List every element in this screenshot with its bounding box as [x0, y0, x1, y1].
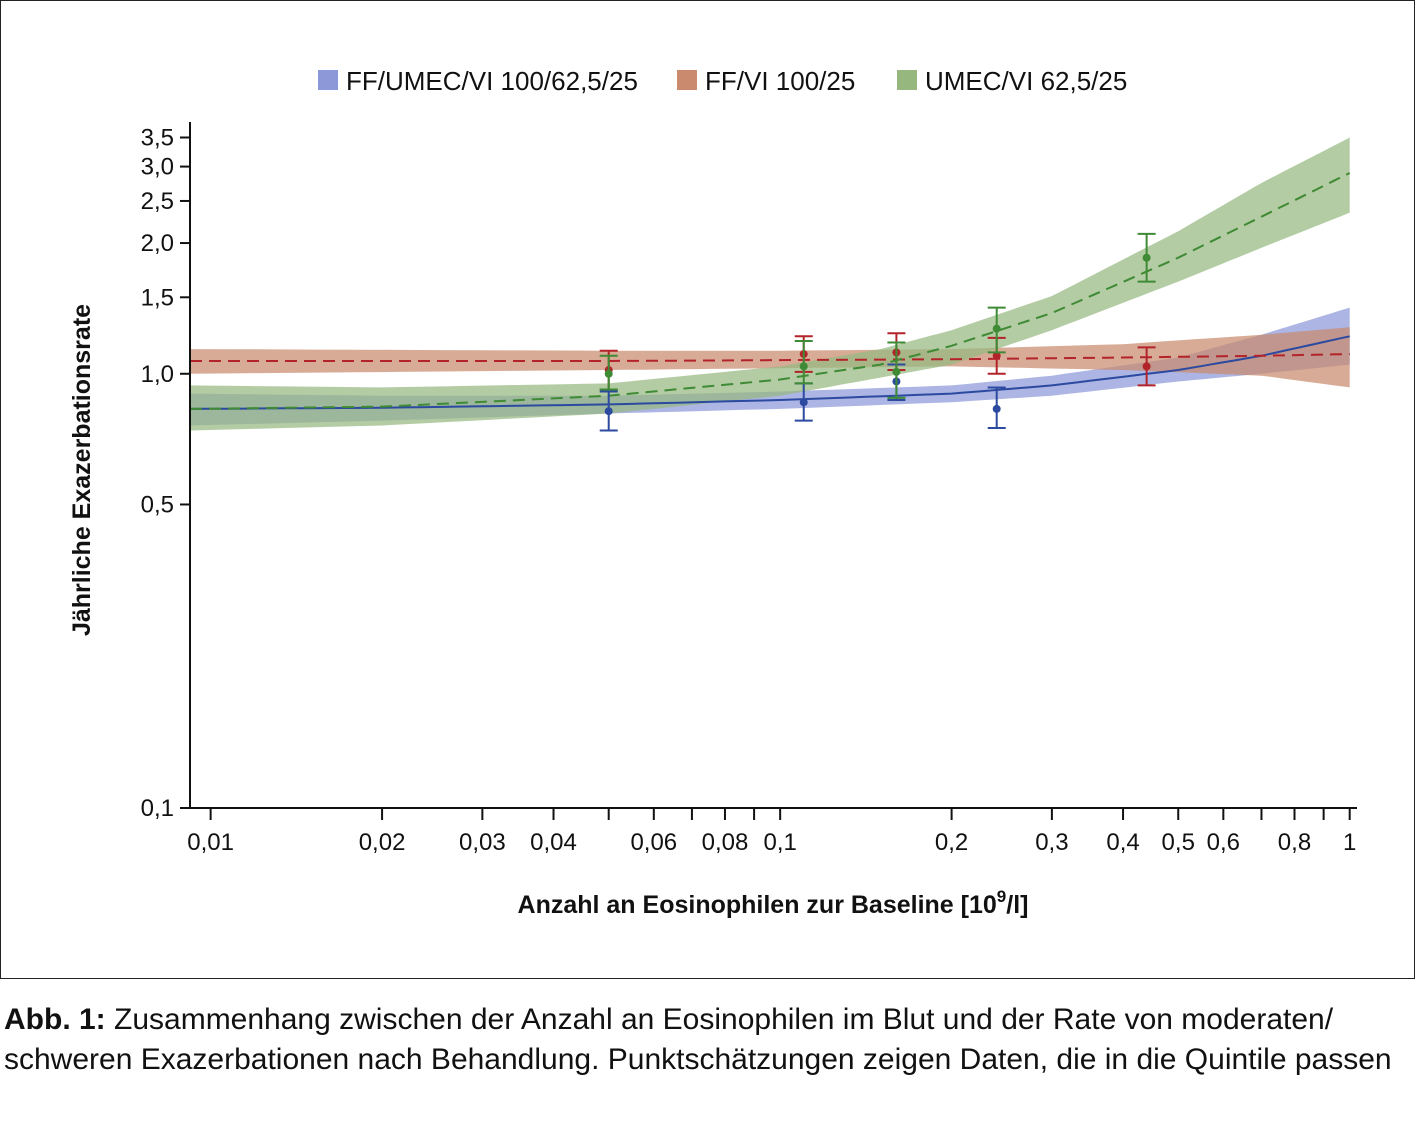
figure-caption: Abb. 1: Zusammenhang zwischen der Anzahl…	[4, 1000, 1409, 1080]
series-1-point-marker	[799, 398, 808, 407]
series-3-point-marker	[992, 324, 1001, 333]
legend-item-3: UMEC/VI 62,5/25	[897, 66, 1127, 96]
x-tick-label: 1	[1343, 829, 1356, 856]
series-3-point	[599, 354, 618, 391]
legend-item-1: FF/UMEC/VI 100/62,5/25	[318, 66, 638, 96]
y-tick-label: 1,0	[141, 361, 174, 388]
x-axis-title: Anzahl an Eosinophilen zur Baseline [109…	[518, 887, 1029, 919]
series-1-line	[189, 335, 1350, 410]
x-tick-label: 0,02	[359, 829, 406, 856]
series-1-point	[599, 390, 618, 432]
y-tick-label: 2,0	[141, 230, 174, 257]
series-3-point-marker	[1142, 253, 1151, 262]
series-3-point	[1137, 232, 1156, 283]
series-3-point-marker	[892, 367, 901, 376]
confidence-bands	[190, 137, 1350, 431]
series-1-point	[987, 386, 1006, 430]
legend-item-3-swatch	[897, 70, 917, 90]
series-3-line	[189, 172, 1351, 410]
x-tick-label: 0,8	[1278, 829, 1311, 856]
series-3-point	[987, 306, 1006, 354]
x-tick-label: 0,1	[763, 829, 796, 856]
axes: 0,1 0,5 1,0 1,5 2,0 2,5 3,03,5 0,01 0,02 0,03 0,04…	[141, 122, 1357, 856]
x-tick-label: 0,08	[702, 829, 749, 856]
legend-item-1-swatch	[318, 70, 338, 90]
legend: FF/UMEC/VI 100/62,5/25 FF/VI 100/25 UMEC/V…	[318, 66, 1127, 96]
figure-frame	[0, 0, 1415, 979]
series-3-point-marker	[799, 362, 808, 371]
legend-item-2: FF/VI 100/25	[677, 66, 855, 96]
y-tick-label: 0,5	[141, 491, 174, 518]
y-tick-label: 0,1	[141, 795, 174, 822]
y-axis-title: Jährliche Exazerbationsrate	[68, 304, 96, 636]
x-tick-label: 0,06	[630, 829, 677, 856]
legend-item-2-swatch	[677, 70, 697, 90]
x-tick-label: 0,04	[530, 829, 577, 856]
legend-item-1-label: FF/UMEC/VI 100/62,5/25	[346, 66, 638, 96]
quintile-points	[599, 232, 1156, 432]
x-tick-label: 0,01	[187, 829, 234, 856]
chart: FF/UMEC/VI 100/62,5/25 FF/VI 100/25 UMEC/V…	[68, 66, 1357, 919]
legend-item-3-label: UMEC/VI 62,5/25	[925, 66, 1127, 96]
x-tick-label: 0,3	[1035, 829, 1068, 856]
y-tick-label: 1,5	[141, 284, 174, 311]
x-tick-label: 0,4	[1106, 829, 1139, 856]
y-tick-label: 3,5	[141, 125, 174, 152]
caption-label: Abb. 1:	[4, 1003, 106, 1036]
series-3-point-marker	[604, 369, 613, 378]
series-1-point-marker	[992, 404, 1001, 413]
series-3-band	[190, 137, 1350, 431]
x-axis-title-superscript: 9	[997, 887, 1006, 906]
series-2-point-marker	[1142, 362, 1151, 371]
y-tick-label: 3,0	[141, 154, 174, 181]
series-2-point-marker	[992, 351, 1001, 360]
series-3-point	[887, 341, 906, 399]
x-tick-label: 0,6	[1207, 829, 1240, 856]
x-tick-label: 0,03	[459, 829, 506, 856]
x-tick-label: 0,5	[1162, 829, 1195, 856]
x-axis-title-suffix: /l]	[1006, 891, 1028, 919]
series-3-point	[794, 339, 813, 385]
series-2-band	[190, 327, 1350, 388]
y-tick-label: 2,5	[141, 188, 174, 215]
caption-text: Zusammenhang zwischen der Anzahl an Eosi…	[4, 1003, 1392, 1076]
series-2-point	[1137, 346, 1156, 387]
x-tick-label: 0,2	[935, 829, 968, 856]
series-1-point-marker	[604, 407, 613, 416]
legend-item-2-label: FF/VI 100/25	[705, 66, 855, 96]
